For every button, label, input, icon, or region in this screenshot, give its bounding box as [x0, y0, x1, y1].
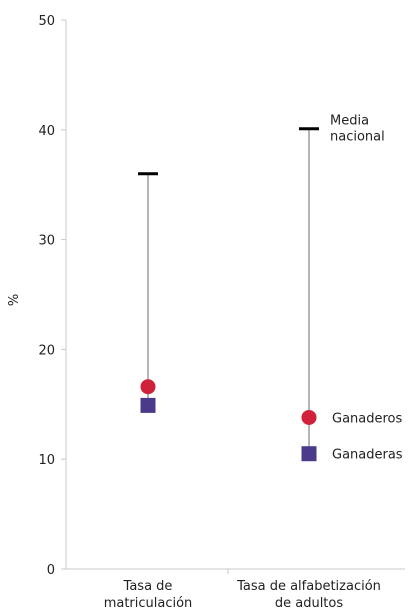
category-label: Tasa de alfabetización [236, 579, 381, 594]
y-tick-label: 30 [38, 234, 55, 249]
category-label: Tasa de [123, 579, 173, 594]
category-label: de adultos [275, 596, 344, 611]
female-farmers-point [140, 397, 156, 413]
y-tick-label: 50 [38, 14, 55, 29]
y-tick-label: 0 [47, 563, 55, 578]
series-label: nacional [330, 130, 385, 145]
category-label: matriculación [104, 596, 193, 611]
series-label: Media [330, 114, 369, 129]
male-farmers-point [140, 379, 156, 395]
y-ticks: 0 10 20 30 40 50 [38, 14, 66, 578]
category-labels: Tasa de matriculación Tasa de alfabetizaci… [104, 579, 381, 611]
series-label: Ganaderas [332, 448, 403, 463]
y-tick-label: 10 [38, 453, 55, 468]
y-tick-label: 20 [38, 343, 55, 358]
y-tick-label: 40 [38, 124, 55, 139]
series-label: Ganaderos [332, 411, 403, 426]
axes [65, 20, 405, 574]
range-lines [147, 128, 310, 454]
female-farmers-point [301, 446, 317, 462]
male-farmers-point [301, 409, 317, 425]
y-axis-label: % [7, 294, 22, 306]
data-marks [138, 127, 319, 462]
